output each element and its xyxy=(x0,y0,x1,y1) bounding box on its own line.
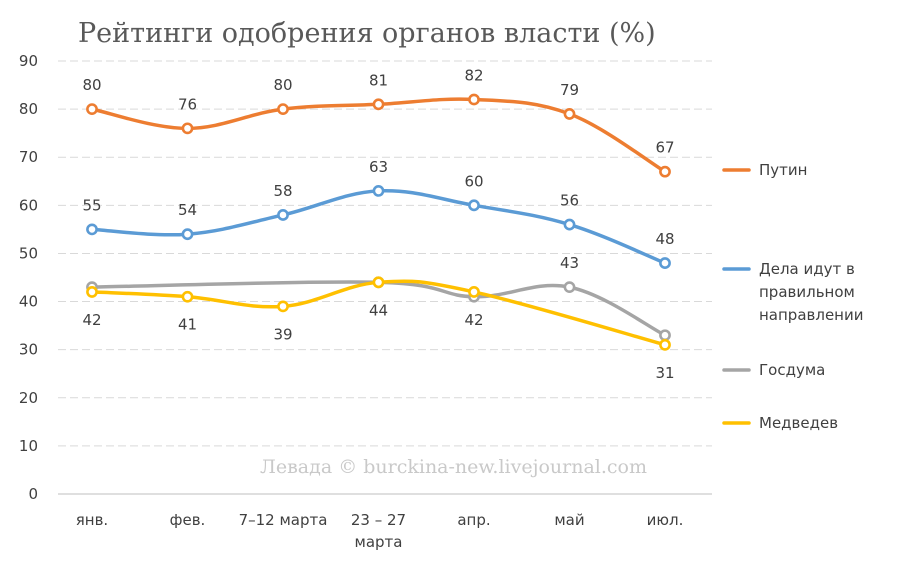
x-tick-label: марта xyxy=(355,533,403,551)
data-point xyxy=(563,281,576,294)
gridlines xyxy=(58,60,712,495)
data-label: 79 xyxy=(560,81,579,99)
legend-label: Госдума xyxy=(759,361,825,379)
legend-item: Путин xyxy=(722,161,807,179)
data-label: 80 xyxy=(273,76,292,94)
legend-item: Медведев xyxy=(722,414,838,432)
legend-label: Медведев xyxy=(759,414,838,432)
data-label: 43 xyxy=(560,254,579,272)
data-point xyxy=(659,329,671,342)
y-tick-label: 10 xyxy=(19,437,38,455)
data-label: 80 xyxy=(82,76,101,94)
data-label: 56 xyxy=(560,192,579,210)
data-point xyxy=(372,98,385,111)
y-tick-label: 60 xyxy=(19,196,38,214)
data-label: 42 xyxy=(82,311,101,329)
data-point xyxy=(181,228,194,241)
series-медведев xyxy=(86,276,671,351)
x-tick-label: 23 – 27 xyxy=(351,511,406,529)
legend-label: Дела идут в xyxy=(759,260,855,278)
y-axis-ticks: 0 10 20 30 40 50 60 70 80 90 xyxy=(19,52,38,503)
y-tick-label: 0 xyxy=(28,485,38,503)
x-tick-label: 7–12 марта xyxy=(239,511,328,529)
data-point xyxy=(468,199,480,212)
data-label: 82 xyxy=(464,66,483,84)
data-point xyxy=(86,223,98,236)
y-tick-label: 80 xyxy=(19,100,38,118)
watermark: Левада © burckina-new.livejournal.com xyxy=(260,456,647,478)
data-labels: 80 76 80 81 82 79 67 55 54 58 63 60 56 48 43 42 41 39 44 42… xyxy=(82,66,674,381)
series-дела xyxy=(86,184,671,269)
series-путин xyxy=(86,93,671,178)
data-point xyxy=(181,290,194,303)
x-tick-label: янв. xyxy=(76,511,108,529)
y-tick-label: 50 xyxy=(19,244,38,262)
data-point xyxy=(372,184,385,197)
series-lines xyxy=(86,93,671,351)
data-point xyxy=(659,338,671,351)
data-point xyxy=(659,257,671,269)
data-label: 42 xyxy=(464,311,483,329)
data-label: 31 xyxy=(655,364,674,382)
x-tick-label: май xyxy=(554,511,584,529)
chart-title: Рейтинги одобрения органов власти (%) xyxy=(78,18,656,49)
y-tick-label: 30 xyxy=(19,341,38,359)
data-point xyxy=(86,286,98,298)
data-label: 60 xyxy=(464,172,483,190)
x-tick-label: фев. xyxy=(170,511,206,529)
data-label: 63 xyxy=(369,158,388,176)
data-label: 81 xyxy=(369,71,388,89)
data-point xyxy=(372,276,385,289)
data-point xyxy=(277,300,289,313)
data-label: 41 xyxy=(178,316,197,334)
data-label: 54 xyxy=(178,201,197,219)
data-point xyxy=(86,103,98,116)
data-label: 76 xyxy=(178,95,197,113)
data-label: 67 xyxy=(655,139,674,157)
x-tick-label: июл. xyxy=(647,511,684,529)
legend-label: Путин xyxy=(759,161,807,179)
data-point xyxy=(563,108,576,120)
data-point xyxy=(468,286,480,298)
data-point xyxy=(563,218,576,231)
x-axis-ticks: янв. фев. 7–12 марта 23 – 27 марта апр. май июл… xyxy=(76,511,684,551)
data-label: 58 xyxy=(273,182,292,200)
series-line xyxy=(90,280,667,337)
y-tick-label: 90 xyxy=(19,52,38,70)
data-point xyxy=(277,103,289,116)
legend-label: направлении xyxy=(759,306,863,324)
legend-item: Госдума xyxy=(722,361,825,379)
y-tick-label: 70 xyxy=(19,148,38,166)
y-tick-label: 40 xyxy=(19,293,38,311)
x-tick-label: апр. xyxy=(457,511,490,529)
data-label: 39 xyxy=(273,325,292,343)
y-tick-label: 20 xyxy=(19,389,38,407)
legend: Путин Дела идут в правильном направлении Гос… xyxy=(722,161,863,432)
data-point xyxy=(181,122,194,135)
data-label: 44 xyxy=(369,301,388,319)
legend-label: правильном xyxy=(759,283,855,301)
data-point xyxy=(659,165,671,178)
data-label: 48 xyxy=(655,230,674,248)
legend-item: Дела идут в правильном направлении xyxy=(722,260,863,324)
data-point xyxy=(468,93,480,106)
data-point xyxy=(277,209,289,221)
data-label: 55 xyxy=(82,196,101,214)
